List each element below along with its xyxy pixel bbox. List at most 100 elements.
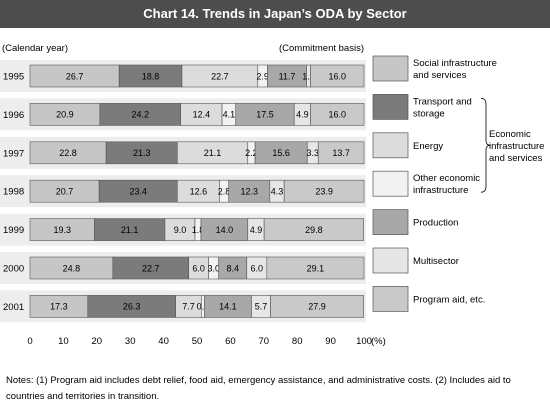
legend-group-label: Economic (489, 129, 531, 140)
data-label: 4.9 (250, 225, 263, 235)
legend-swatch (372, 286, 409, 312)
x-tick-label: 80 (292, 336, 303, 347)
year-label: 1999 (3, 225, 24, 236)
data-label: 17.3 (50, 302, 68, 312)
legend-swatch (372, 94, 409, 120)
legend-label: Social infrastructure (413, 58, 497, 69)
bar-segment (266, 256, 365, 280)
x-unit-label: (%) (371, 336, 386, 347)
legend-label: Multisector (413, 256, 459, 267)
data-label: 3.3 (306, 148, 319, 158)
year-label: 1996 (3, 110, 24, 121)
notes-line-2: countries and territories in transition. (6, 391, 160, 402)
legend-label: Energy (413, 141, 443, 152)
data-label: 15.6 (272, 148, 290, 158)
legend-swatch (372, 170, 409, 197)
legend-label: Program aid, etc. (413, 294, 485, 305)
data-label: 12.3 (241, 187, 259, 197)
data-label: 2.2 (245, 148, 258, 158)
notes: Notes: (1) Program aid includes debt rel… (6, 373, 546, 405)
year-label: 1997 (3, 148, 24, 159)
data-label: 4.3 (271, 187, 284, 197)
data-label: 9.0 (174, 225, 187, 235)
legend-group-label: and services (489, 153, 543, 164)
data-label: 1.8 (192, 225, 205, 235)
basis-caption: (Commitment basis) (279, 43, 364, 54)
legend-label: storage (413, 108, 445, 119)
legend-label: Transport and (413, 96, 472, 107)
data-label: 21.3 (133, 148, 151, 158)
data-label: 21.1 (121, 225, 139, 235)
data-label: 29.1 (307, 263, 325, 273)
data-label: 18.8 (142, 71, 160, 81)
data-label: 4.1 (223, 110, 236, 120)
data-label: 19.3 (53, 225, 71, 235)
data-label: 24.2 (131, 110, 149, 120)
bar-segment (310, 103, 365, 126)
x-tick-label: 10 (58, 336, 69, 347)
legend-label: Production (413, 218, 458, 229)
data-label: 23.4 (129, 187, 147, 197)
data-label: 12.4 (193, 110, 211, 120)
year-label: 1995 (3, 72, 24, 83)
data-label: 20.9 (56, 110, 74, 120)
bar-segment (317, 141, 365, 165)
data-label: 23.9 (315, 187, 333, 197)
notes-line-1: Notes: (1) Program aid includes debt rel… (6, 375, 511, 386)
data-label: 6.0 (192, 263, 205, 273)
data-label: 16.0 (329, 110, 347, 120)
data-label: 12.6 (190, 187, 208, 197)
y-axis-caption: (Calendar year) (2, 43, 68, 54)
data-label: 2.8 (218, 187, 231, 197)
data-label: 3.0 (207, 263, 220, 273)
data-label: 14.0 (216, 225, 234, 235)
year-label: 2001 (3, 302, 24, 313)
data-label: 26.3 (123, 302, 141, 312)
data-label: 20.7 (56, 187, 74, 197)
x-tick-label: 0 (27, 336, 32, 347)
data-label: 29.8 (305, 225, 323, 235)
x-tick-label: 100 (356, 336, 372, 347)
legend-label: and services (413, 70, 467, 81)
data-label: 5.7 (255, 302, 268, 312)
year-label: 2000 (3, 264, 24, 275)
data-label: 16.0 (329, 71, 347, 81)
data-label: 13.7 (332, 148, 350, 158)
data-label: 0.9 (197, 302, 210, 312)
data-label: 22.7 (142, 263, 160, 273)
x-tick-label: 60 (225, 336, 236, 347)
chart-title: Chart 14. Trends in Japan’s ODA by Secto… (0, 0, 550, 28)
data-label: 7.7 (182, 302, 195, 312)
data-label: 24.8 (63, 263, 81, 273)
x-tick-label: 30 (125, 336, 136, 347)
bar-segment (263, 218, 364, 241)
x-tick-label: 50 (192, 336, 203, 347)
data-label: 6.0 (251, 263, 264, 273)
x-axis: 0 10 20 30 40 50 60 70 80 90 100 (%) (27, 336, 385, 347)
data-label: 22.8 (59, 148, 77, 158)
legend-swatch (372, 247, 409, 274)
legend-label: Other economic (413, 173, 480, 184)
legend-swatch (372, 132, 409, 159)
x-tick-label: 40 (158, 336, 169, 347)
data-label: 2.9 (256, 71, 269, 81)
data-label: 21.1 (204, 148, 222, 158)
data-label: 14.1 (219, 302, 237, 312)
x-tick-label: 90 (325, 336, 336, 347)
chart-canvas: (Calendar year) (Commitment basis) 1995 2… (0, 43, 544, 347)
data-label: 4.9 (296, 110, 309, 120)
year-label: 1998 (3, 187, 24, 198)
legend-swatch (372, 209, 409, 235)
data-label: 1.2 (302, 71, 315, 81)
bar-segment (310, 64, 365, 88)
legend-swatch (372, 55, 409, 82)
legend-group-brace (480, 98, 491, 193)
stacked-bars: 1995 26.7 18.8 22.7 2.9 11.7 1.2 16.0 1996 20.9 24… (3, 64, 365, 318)
legend-group-label: infrastructure (489, 141, 544, 152)
x-tick-label: 20 (92, 336, 103, 347)
x-tick-label: 70 (259, 336, 270, 347)
bar-segment (283, 179, 365, 203)
data-label: 17.5 (256, 110, 274, 120)
data-label: 11.7 (279, 71, 296, 81)
